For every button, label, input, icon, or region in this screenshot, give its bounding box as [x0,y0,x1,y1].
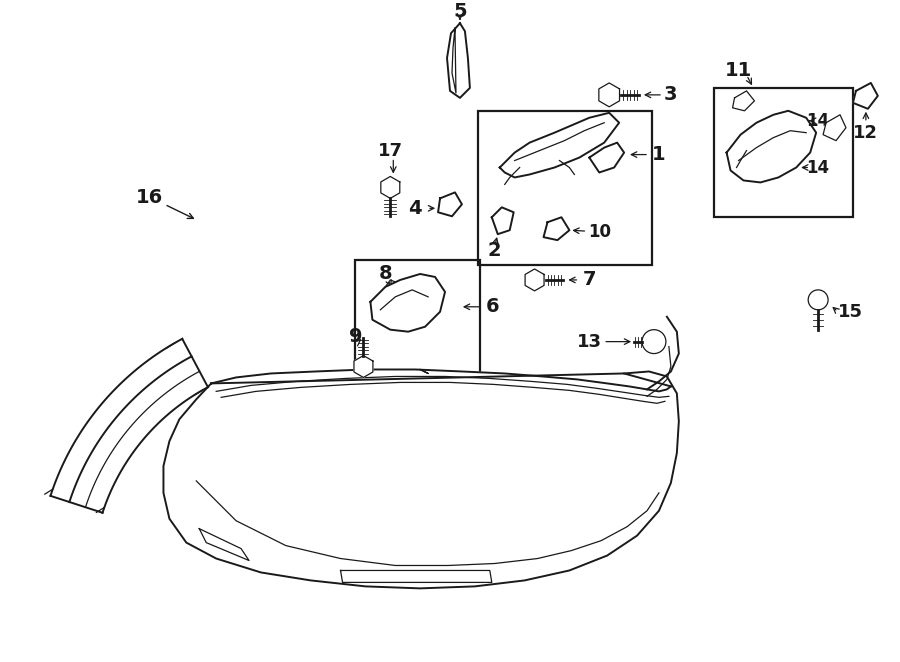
Polygon shape [598,83,619,107]
Text: 11: 11 [724,62,752,81]
Text: 15: 15 [838,303,862,321]
Polygon shape [354,355,373,377]
Polygon shape [164,369,679,589]
Text: 2: 2 [488,240,501,260]
Text: 10: 10 [588,223,611,241]
Text: 14: 14 [806,158,830,177]
Polygon shape [491,207,514,234]
Polygon shape [733,91,754,111]
Text: 5: 5 [453,2,467,21]
Polygon shape [726,111,816,183]
Bar [478,111,652,265]
Text: 14: 14 [806,112,830,130]
Polygon shape [525,269,544,291]
Polygon shape [371,274,445,332]
Text: 4: 4 [409,199,422,218]
Text: 3: 3 [664,85,678,105]
Text: 6: 6 [486,297,500,316]
Text: 1: 1 [652,145,666,164]
Polygon shape [824,115,846,140]
Bar [714,88,853,217]
Polygon shape [544,217,570,240]
Polygon shape [500,113,619,177]
Text: 17: 17 [378,142,403,160]
Text: 13: 13 [577,332,602,351]
Text: 9: 9 [348,327,362,346]
Polygon shape [853,83,878,109]
Bar [356,260,480,377]
Text: 12: 12 [853,124,878,142]
Text: 7: 7 [582,271,596,289]
Polygon shape [438,193,462,216]
Polygon shape [590,142,624,173]
Text: 16: 16 [136,188,163,207]
Text: 8: 8 [379,264,392,283]
Polygon shape [381,177,400,199]
Polygon shape [447,23,470,98]
